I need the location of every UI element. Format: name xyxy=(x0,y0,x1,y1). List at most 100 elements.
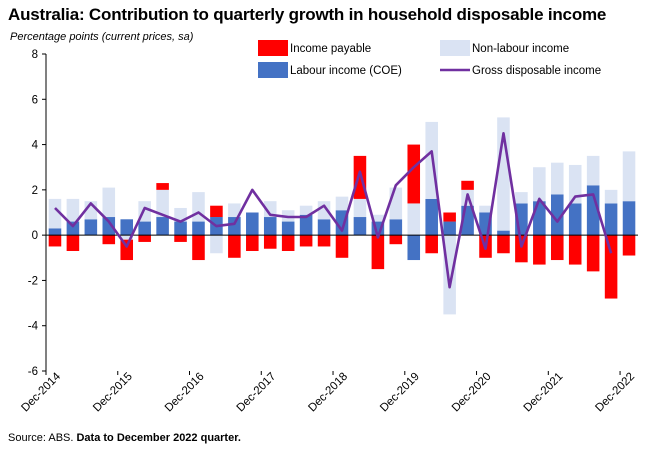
bar-non-labour-income xyxy=(102,187,116,218)
bar-income-payable xyxy=(138,235,151,242)
bar-income-payable xyxy=(174,235,187,242)
bar-non-labour-income xyxy=(550,162,564,195)
bar-labour-income-coe xyxy=(299,214,313,236)
bar-non-labour-income xyxy=(317,201,331,220)
bar-labour-income-coe xyxy=(246,212,259,236)
bar-income-payable xyxy=(407,144,421,204)
legend-label-non-labour-income: Non-labour income xyxy=(472,43,569,55)
bar-labour-income-coe xyxy=(66,221,80,236)
bar-non-labour-income xyxy=(48,198,62,229)
bar-labour-income-coe xyxy=(228,217,241,236)
bar-income-payable xyxy=(622,235,636,256)
bar-income-payable xyxy=(533,235,546,265)
bar-income-payable xyxy=(228,235,241,258)
bar-income-payable xyxy=(102,235,116,245)
bar-non-labour-income xyxy=(335,196,349,211)
source-note: Source: ABS. Data to December 2022 quart… xyxy=(8,432,241,444)
bar-income-payable xyxy=(389,235,403,245)
chart-title: Australia: Contribution to quarterly gro… xyxy=(8,5,607,24)
bar-non-labour-income xyxy=(533,167,546,202)
legend-swatch-non-labour-income xyxy=(440,40,470,56)
bar-labour-income-coe xyxy=(192,221,205,236)
legend-label-gross-disposable-income: Gross disposable income xyxy=(472,65,601,77)
bar-non-labour-income xyxy=(299,205,313,215)
bar-non-labour-income xyxy=(156,189,169,218)
bar-income-payable xyxy=(550,235,564,261)
bar-labour-income-coe xyxy=(317,219,331,236)
bar-non-labour-income xyxy=(353,198,367,218)
bar-non-labour-income xyxy=(604,189,618,204)
legend-swatch-income-payable xyxy=(258,40,288,56)
bar-income-payable xyxy=(66,235,80,251)
x-tick-label: Dec-2016 xyxy=(163,371,207,415)
x-tick-label: Dec-2020 xyxy=(450,371,494,415)
bar-income-payable xyxy=(335,235,349,258)
bar-income-payable xyxy=(371,235,385,270)
bar-income-payable xyxy=(281,235,295,251)
y-tick-label: -2 xyxy=(28,275,38,287)
legend-label-labour-income-coe: Labour income (COE) xyxy=(290,65,402,77)
bar-income-payable xyxy=(210,205,223,218)
bar-labour-income-coe xyxy=(263,217,277,236)
bar-income-payable xyxy=(263,235,277,249)
bar-labour-income-coe xyxy=(550,194,564,236)
bar-non-labour-income xyxy=(120,235,134,240)
bar-non-labour-income xyxy=(263,201,277,218)
bar-labour-income-coe xyxy=(174,221,187,236)
bar-labour-income-coe xyxy=(622,201,636,236)
bar-labour-income-coe xyxy=(102,217,116,236)
bar-income-payable xyxy=(48,235,62,247)
bar-labour-income-coe xyxy=(138,221,151,236)
bar-labour-income-coe xyxy=(497,230,510,236)
bar-non-labour-income xyxy=(228,203,241,218)
bar-income-payable xyxy=(425,235,438,254)
bar-income-payable xyxy=(192,235,205,261)
bar-income-payable xyxy=(317,235,331,247)
bar-non-labour-income xyxy=(479,205,492,213)
source-prefix: Source: ABS. xyxy=(8,432,77,444)
bar-labour-income-coe xyxy=(425,198,438,236)
bar-income-payable xyxy=(443,212,456,222)
y-tick-label: -6 xyxy=(28,366,38,378)
bar-income-payable xyxy=(604,235,618,299)
bar-labour-income-coe xyxy=(586,185,600,236)
bar-income-payable xyxy=(568,235,582,265)
bar-labour-income-coe xyxy=(568,203,582,236)
bar-income-payable xyxy=(246,235,259,251)
bar-labour-income-coe xyxy=(407,235,421,261)
bar-labour-income-coe xyxy=(48,228,62,236)
bar-labour-income-coe xyxy=(156,217,169,236)
y-tick-label: 2 xyxy=(32,185,38,197)
line-gross-disposable-income xyxy=(54,132,613,289)
source-data-note: Data to December 2022 quarter. xyxy=(76,432,241,444)
x-tick-label: Dec-2018 xyxy=(306,371,350,415)
bar-non-labour-income xyxy=(66,198,80,222)
bar-non-labour-income xyxy=(515,192,528,204)
bar-non-labour-income xyxy=(407,203,421,236)
y-tick-label: -4 xyxy=(28,321,39,333)
bar-non-labour-income xyxy=(371,214,385,222)
bar-labour-income-coe xyxy=(353,217,367,236)
bar-income-payable xyxy=(497,235,510,254)
x-tick-label: Dec-2021 xyxy=(522,371,566,415)
bar-income-payable xyxy=(299,235,313,247)
bar-labour-income-coe xyxy=(389,219,403,236)
bar-labour-income-coe xyxy=(120,219,134,236)
bar-non-labour-income xyxy=(586,155,600,186)
bar-income-payable xyxy=(515,235,528,263)
y-tick-label: 0 xyxy=(32,230,38,242)
bar-income-payable xyxy=(156,183,169,190)
bar-labour-income-coe xyxy=(281,221,295,236)
bar-non-labour-income xyxy=(174,207,187,222)
x-tick-label: Dec-2022 xyxy=(593,371,637,415)
bar-labour-income-coe xyxy=(443,221,456,236)
bar-income-payable xyxy=(120,239,134,261)
legend-swatch-labour-income-coe xyxy=(258,62,288,78)
y-tick-label: 8 xyxy=(32,49,38,61)
x-tick-label: Dec-2017 xyxy=(235,371,279,415)
bar-income-payable xyxy=(461,180,474,190)
bar-income-payable xyxy=(586,235,600,272)
x-tick-label: Dec-2015 xyxy=(91,371,135,415)
